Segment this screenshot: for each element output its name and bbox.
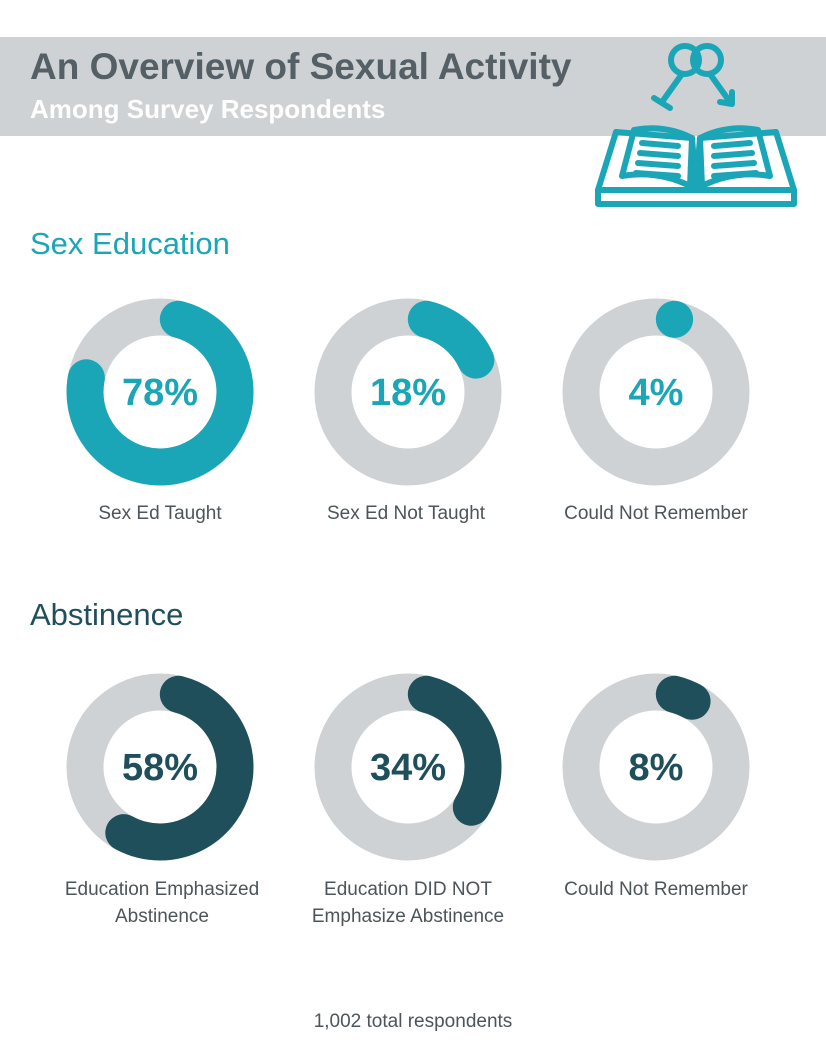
donut-arc-education-did-not-emphasize-abstinence <box>314 673 502 861</box>
donut-arc-could-not-remember <box>562 673 750 861</box>
donut-track-education-did-not-emphasize-abstinence <box>314 673 502 861</box>
donut-track-sex-ed-taught <box>66 298 254 486</box>
donut-label-emphasized-abstinence: Education Emphasized Abstinence <box>64 879 260 927</box>
donut-arc-education-emphasized-abstinence <box>66 673 254 861</box>
donut-track-education-emphasized-abstinence <box>66 673 254 861</box>
donut-value-education-emphasized-abstinence: 58% <box>122 747 198 789</box>
footnote: 1,002 total respondents <box>313 1011 513 1032</box>
donut-arc-could-not-remember <box>562 298 750 486</box>
donut-value-education-did-not-emphasize-abstinence: 34% <box>370 747 446 789</box>
donut-label-could-not-remember-sex-ed: Could Not Remember <box>564 503 748 524</box>
donut-value-could-not-remember: 4% <box>629 372 684 414</box>
book-gender-symbols-icon <box>595 43 797 207</box>
donut-label-sex-ed-not-taught: Sex Ed Not Taught <box>326 503 486 524</box>
donut-value-sex-ed-not-taught: 18% <box>370 372 446 414</box>
header-band <box>0 37 826 136</box>
donut-arc-sex-ed-not-taught <box>314 298 502 486</box>
donut-track-could-not-remember <box>562 673 750 861</box>
donut-label-sex-ed-taught: Sex Ed Taught <box>98 503 222 524</box>
donut-value-sex-ed-taught: 78% <box>122 372 198 414</box>
donut-track-could-not-remember <box>562 298 750 486</box>
donut-arc-sex-ed-taught <box>66 298 254 486</box>
section-heading-abstinence: Abstinence <box>30 597 184 632</box>
donut-label-could-not-remember-abstinence: Could Not Remember <box>564 879 748 900</box>
donut-label-did-not-emphasize-abstinence: Education DID NOT Emphasize Abstinence <box>311 879 505 927</box>
section-heading-sex-education: Sex Education <box>30 226 230 261</box>
page-subtitle: Among Survey Respondents <box>30 94 386 124</box>
donut-value-could-not-remember: 8% <box>629 747 684 789</box>
donut-track-sex-ed-not-taught <box>314 298 502 486</box>
page-title: An Overview of Sexual Activity <box>30 46 572 87</box>
